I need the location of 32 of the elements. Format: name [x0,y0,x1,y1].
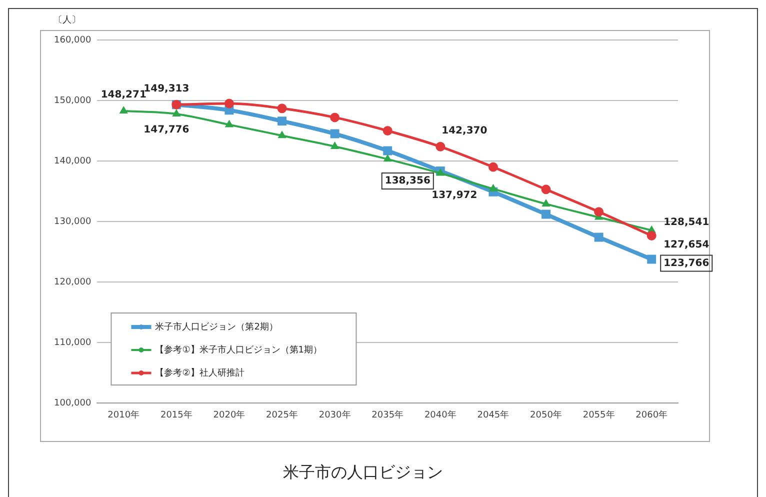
y-tick-label: 110,000 [54,338,92,348]
y-tick-label: 160,000 [54,35,92,46]
text: 米子市の人口ビジョン [283,462,443,482]
x-tick-label: 2025年 [266,410,298,421]
legend-label: 【参考②】社人研推計 [155,367,244,378]
legend-label: 米子市人口ビジョン（第2期） [155,321,278,332]
x-tick-label: 2020年 [213,410,246,421]
x-tick-label: 2035年 [372,410,404,421]
data-label: 149,313 [144,83,190,94]
y-tick-label: 150,000 [54,96,92,106]
x-tick-label: 2050年 [530,410,562,421]
y-tick-label: 140,000 [54,156,92,166]
y-tick-label: 120,000 [54,277,92,288]
data-label: 138,356 [384,176,430,187]
legend-label: 【参考①】米子市人口ビジョン（第1期） [155,344,322,356]
data-label: 147,776 [144,124,190,136]
x-tick-label: 2015年 [160,410,192,421]
x-tick-label: 2030年 [318,410,351,421]
data-label: 127,654 [664,239,710,250]
data-label: 142,370 [442,125,488,136]
data-label: 137,972 [432,190,478,201]
data-label: 123,766 [664,258,710,269]
x-tick-label: 2055年 [582,410,615,421]
x-tick-label: 2060年 [636,410,668,421]
data-label: 128,541 [664,216,710,228]
x-tick-label: 2045年 [477,410,510,421]
y-tick-label: 130,000 [54,216,92,227]
data-label: 148,271 [100,90,146,101]
y-axis-title: 〔人〕 [54,14,81,26]
y-tick-label: 100,000 [54,398,92,408]
x-tick-label: 2040年 [424,410,456,421]
x-tick-label: 2010年 [108,410,140,421]
